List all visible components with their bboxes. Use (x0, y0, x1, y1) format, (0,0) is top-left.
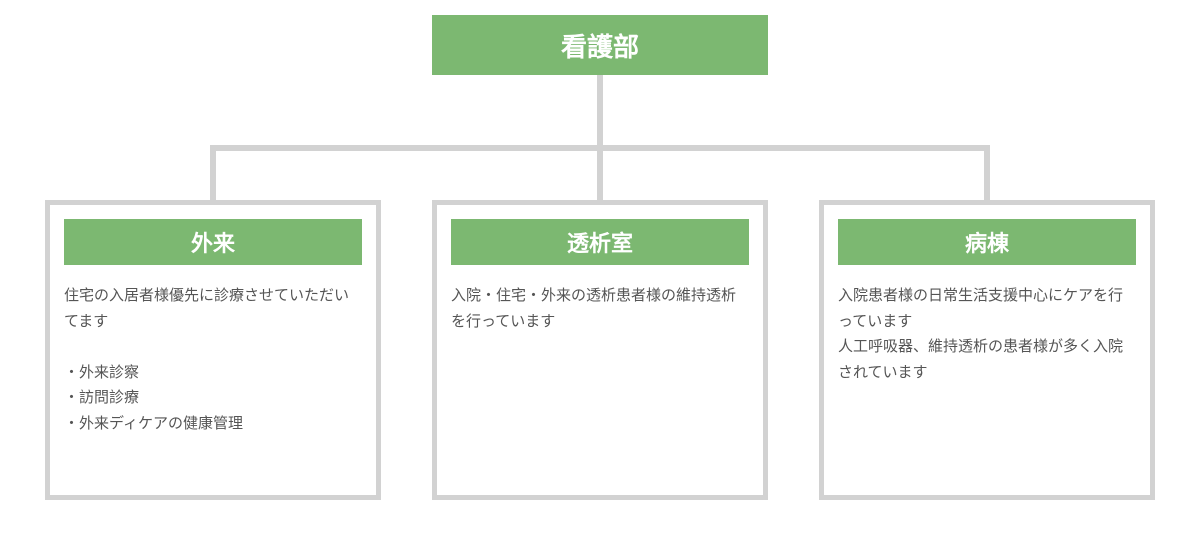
org-child-card-0: 外来 住宅の入居者様優先に診療させていただいてます ・外来診察 ・訪問診療 ・外… (45, 200, 381, 500)
org-child-title-1: 透析室 (567, 226, 633, 258)
org-child-card-2: 病棟 入院患者様の日常生活支援中心にケアを行っています 人工呼吸器、維持透析の患… (819, 200, 1155, 500)
org-child-title-0: 外来 (191, 226, 235, 258)
org-child-header-0: 外来 (64, 219, 362, 265)
org-child-header-1: 透析室 (451, 219, 749, 265)
org-root-label: 看護部 (561, 27, 639, 64)
org-root-node: 看護部 (432, 15, 768, 75)
connector-vertical-top (597, 75, 603, 145)
org-child-body-2: 入院患者様の日常生活支援中心にケアを行っています 人工呼吸器、維持透析の患者様が… (838, 283, 1136, 385)
connector-vertical-down-0 (210, 145, 216, 200)
org-child-body-0: 住宅の入居者様優先に診療させていただいてます ・外来診察 ・訪問診療 ・外来ディ… (64, 283, 362, 436)
connector-vertical-down-2 (984, 145, 990, 200)
org-child-title-2: 病棟 (965, 226, 1009, 258)
connector-vertical-down-1 (597, 145, 603, 200)
org-child-body-1: 入院・住宅・外来の透析患者様の維持透析を行っています (451, 283, 749, 334)
org-child-card-1: 透析室 入院・住宅・外来の透析患者様の維持透析を行っています (432, 200, 768, 500)
org-child-header-2: 病棟 (838, 219, 1136, 265)
